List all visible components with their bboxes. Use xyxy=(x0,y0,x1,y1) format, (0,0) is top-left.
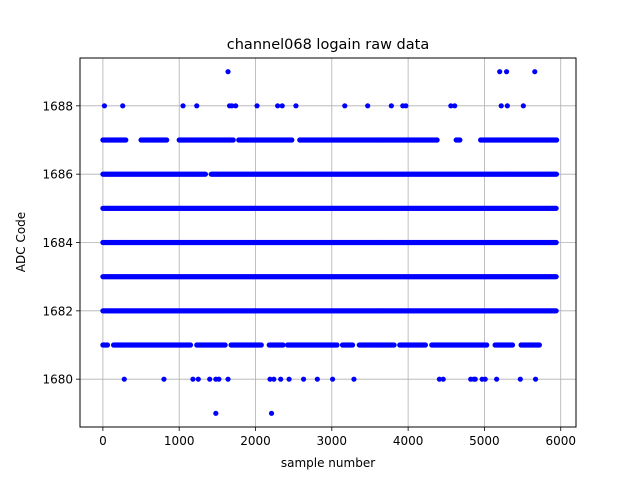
data-point xyxy=(403,103,409,109)
data-point xyxy=(334,342,340,348)
data-point xyxy=(472,376,478,382)
data-point xyxy=(101,103,108,109)
x-tick-label: 1000 xyxy=(164,434,195,448)
data-point xyxy=(190,376,196,382)
data-point xyxy=(293,103,299,109)
data-point xyxy=(229,103,235,109)
data-point xyxy=(300,376,307,382)
chart-title: channel068 logain raw data xyxy=(227,37,429,53)
data-point xyxy=(104,342,111,348)
data-point xyxy=(554,137,560,143)
data-point xyxy=(314,376,320,382)
data-point xyxy=(161,376,167,382)
x-tick-label: 4000 xyxy=(393,434,424,448)
y-tick-label: 1686 xyxy=(42,168,73,182)
data-point xyxy=(498,103,504,109)
data-point xyxy=(286,376,292,382)
x-tick-label: 0 xyxy=(99,434,107,448)
data-point xyxy=(452,103,458,109)
data-point xyxy=(225,69,231,75)
data-point xyxy=(351,376,357,382)
data-point xyxy=(434,137,440,143)
data-point xyxy=(279,103,285,109)
data-point xyxy=(440,376,446,382)
data-point xyxy=(517,376,523,382)
data-point xyxy=(278,376,284,382)
data-point xyxy=(233,103,239,109)
data-points xyxy=(100,69,560,416)
data-point xyxy=(553,274,559,280)
y-tick-label: 1684 xyxy=(42,236,73,250)
data-point xyxy=(216,376,222,382)
y-axis-label: ADC Code xyxy=(14,212,28,272)
data-point xyxy=(202,171,209,177)
data-point xyxy=(365,103,371,109)
x-tick-label: 6000 xyxy=(545,434,576,448)
data-point xyxy=(532,69,538,75)
data-point xyxy=(254,103,260,109)
data-point xyxy=(267,376,273,382)
data-point xyxy=(536,342,542,348)
data-point xyxy=(280,342,286,348)
data-point xyxy=(457,137,463,143)
data-point xyxy=(225,376,231,382)
data-point xyxy=(509,342,516,348)
data-point xyxy=(329,376,336,382)
x-axis-label: sample number xyxy=(281,456,375,470)
data-point xyxy=(213,410,219,416)
data-point xyxy=(271,376,277,382)
data-point xyxy=(422,342,428,348)
data-point xyxy=(436,376,443,382)
data-point xyxy=(268,410,275,416)
data-point xyxy=(275,103,281,109)
data-point xyxy=(258,342,264,348)
data-point xyxy=(520,103,526,109)
data-point xyxy=(230,137,236,143)
data-point xyxy=(391,342,397,348)
y-tick-label: 1680 xyxy=(42,373,73,387)
y-tick-label: 1688 xyxy=(42,99,73,113)
data-point xyxy=(121,376,127,382)
data-point xyxy=(388,103,394,109)
data-point xyxy=(195,376,201,382)
data-point xyxy=(222,342,228,348)
data-point xyxy=(553,205,559,211)
data-point xyxy=(494,376,500,382)
data-point xyxy=(553,308,559,314)
data-point xyxy=(180,103,186,109)
data-point xyxy=(120,103,126,109)
data-point xyxy=(503,69,510,75)
data-point xyxy=(342,103,348,109)
y-axis-ticks: 1680 1682 1684 1686 1688 xyxy=(42,99,80,387)
data-point xyxy=(482,376,488,382)
data-point xyxy=(504,103,510,109)
x-tick-label: 3000 xyxy=(317,434,348,448)
x-tick-label: 2000 xyxy=(240,434,271,448)
data-point xyxy=(194,103,200,109)
data-point xyxy=(289,137,295,143)
data-point xyxy=(164,137,170,143)
data-point xyxy=(448,103,454,109)
data-point xyxy=(187,342,194,348)
x-axis-ticks: 0 1000 2000 3000 4000 5000 6000 xyxy=(99,427,576,448)
data-point xyxy=(484,342,490,348)
data-point xyxy=(553,239,559,246)
x-tick-label: 5000 xyxy=(469,434,500,448)
data-point xyxy=(349,342,356,348)
data-point xyxy=(123,137,129,143)
data-point xyxy=(497,69,503,75)
data-point xyxy=(207,376,213,382)
data-point xyxy=(532,376,539,382)
data-point xyxy=(553,171,560,177)
y-tick-label: 1682 xyxy=(42,304,73,318)
